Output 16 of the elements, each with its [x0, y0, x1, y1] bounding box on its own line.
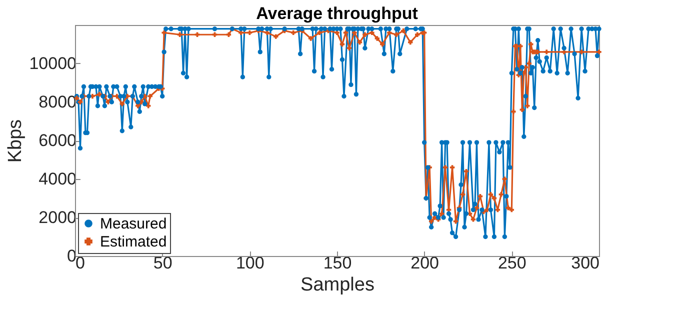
x-axis-title: Samples	[300, 274, 374, 296]
y-tick-label: 4000	[38, 170, 76, 188]
y-tick-label: 8000	[38, 92, 76, 112]
x-tick-label: 150	[323, 254, 352, 272]
y-tick-label: 6000	[38, 131, 76, 150]
y-axis-title: Kbps	[5, 119, 26, 163]
x-tick-label: 50	[153, 254, 172, 272]
chart-title: Average throughput	[256, 4, 418, 23]
x-tick-label: 100	[236, 254, 264, 272]
x-tick-label: 300	[571, 254, 600, 272]
legend-label: Measured	[100, 216, 167, 232]
x-tick-label: 200	[410, 254, 440, 272]
legend-label: Estimated	[100, 234, 167, 250]
y-tick-label: 2000	[38, 208, 76, 227]
x-tick-label: 250	[498, 254, 526, 272]
y-tick-label: 10000	[29, 54, 76, 73]
